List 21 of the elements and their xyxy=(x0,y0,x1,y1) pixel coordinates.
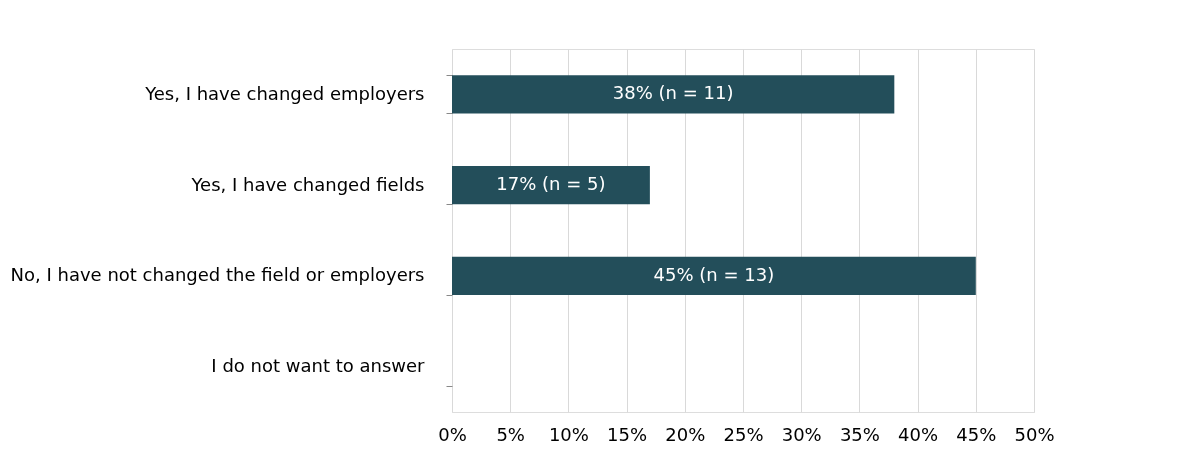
y-tick-label: Yes, I have changed fields xyxy=(190,173,425,195)
x-tick-label: 40% xyxy=(898,423,939,445)
x-tick-label: 0% xyxy=(438,423,467,445)
data-label: 38% (n = 11) xyxy=(612,82,734,104)
y-tick-label: No, I have not changed the field or employers xyxy=(10,264,425,286)
y-tick-label: Yes, I have changed employers xyxy=(144,82,425,104)
x-tick-label: 10% xyxy=(548,423,589,445)
bar xyxy=(452,166,650,205)
x-tick-label: 30% xyxy=(781,423,822,445)
data-label: 17% (n = 5) xyxy=(496,173,606,195)
x-tick-label: 35% xyxy=(839,423,880,445)
x-tick-label: 25% xyxy=(723,423,764,445)
data-label: 45% (n = 13) xyxy=(653,263,775,285)
bar xyxy=(452,75,895,114)
x-tick-label: 45% xyxy=(956,423,997,445)
y-tick-label: I do not want to answer xyxy=(211,355,426,377)
x-tick-label: 5% xyxy=(496,423,525,445)
x-tick-label: 20% xyxy=(665,423,706,445)
x-tick-label: 50% xyxy=(1014,423,1055,445)
bar xyxy=(452,256,976,295)
x-tick-label: 15% xyxy=(607,423,648,445)
